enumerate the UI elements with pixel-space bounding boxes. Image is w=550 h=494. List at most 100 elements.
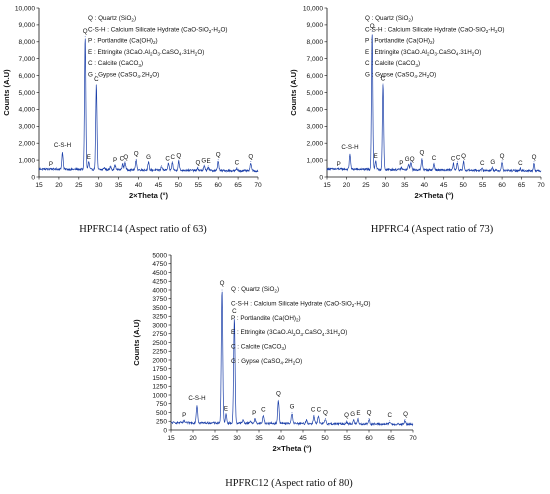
peak-label: Q — [532, 154, 537, 161]
peak-label: G — [490, 159, 495, 166]
peak-point — [349, 153, 351, 155]
y-tick-label: 3750 — [152, 296, 167, 303]
y-tick-label: 7,000 — [306, 56, 323, 63]
y-tick-label: 4250 — [152, 279, 167, 286]
y-tick-label: 500 — [156, 410, 167, 417]
legend-entry: P : Portlandite (Ca(OH)2​) — [365, 38, 435, 46]
peak-label: P — [399, 160, 403, 167]
y-tick-label: 3,000 — [306, 124, 323, 131]
peak-point — [318, 415, 319, 417]
x-tick-label: 55 — [479, 182, 487, 189]
legend-entry: Q : Quartz (SiO2​) — [365, 15, 413, 23]
peak-point — [325, 418, 326, 419]
peak-label: E — [356, 410, 360, 417]
peak-point — [501, 160, 503, 162]
y-tick-label: 2,000 — [306, 141, 323, 148]
peak-label: Q — [123, 154, 128, 161]
x-tick-label: 40 — [277, 435, 285, 442]
peak-label: E — [224, 406, 228, 413]
x-tick-label: 20 — [189, 435, 197, 442]
x-tick-label: 30 — [95, 182, 103, 189]
peak-label: C — [120, 156, 125, 163]
peak-point — [371, 31, 373, 33]
xrd-trace-line — [38, 38, 259, 173]
peak-point — [410, 161, 412, 163]
legend-entry: C-S-H : Calcium Silicate Hydrate (CaO-Si… — [365, 26, 505, 34]
peak-point — [197, 167, 199, 168]
y-axis-label: Counts (A.U) — [2, 69, 11, 116]
x-tick-label: 50 — [460, 182, 468, 189]
y-tick-label: 4,000 — [18, 107, 35, 114]
peak-point — [306, 419, 307, 420]
y-tick-label: 3000 — [152, 322, 167, 329]
legend-entry: G : Gypse (CaSO4​.2H2​O) — [231, 358, 302, 366]
peak-point — [357, 418, 359, 419]
peak-point — [346, 420, 347, 422]
peak-point — [404, 419, 406, 420]
peak-point — [110, 165, 112, 167]
peak-label: C-S-H — [341, 144, 358, 151]
peak-point — [168, 162, 169, 164]
peak-point — [217, 159, 219, 161]
peak-point — [254, 418, 256, 420]
peak-label: E — [87, 154, 91, 161]
xrd-trace-line — [170, 291, 414, 427]
y-tick-label: 1500 — [152, 375, 167, 382]
peak-label: G — [146, 154, 151, 161]
peak-point — [250, 161, 252, 162]
peak-label: P — [182, 412, 186, 419]
y-tick-label: 0 — [31, 174, 35, 181]
peak-label: C — [261, 407, 266, 414]
peak-label: Q — [367, 410, 372, 417]
peak-label: Q — [344, 412, 349, 419]
x-tick-label: 15 — [323, 182, 331, 189]
peak-point — [263, 414, 264, 416]
x-tick-label: 20 — [55, 182, 63, 189]
peak-point — [491, 166, 493, 168]
y-tick-label: 3250 — [152, 314, 167, 321]
y-tick-label: 9,000 — [18, 22, 35, 29]
y-tick-label: 8,000 — [18, 39, 35, 46]
legend-entry: G : Gypse (CaSO4​.2H2​O) — [365, 72, 436, 80]
peak-label: G — [405, 156, 410, 163]
x-tick-label: 50 — [321, 435, 329, 442]
peak-point — [433, 162, 435, 164]
y-tick-label: 0 — [319, 174, 323, 181]
x-tick-label: 20 — [343, 182, 351, 189]
peak-label: C — [387, 412, 392, 419]
peak-point — [481, 167, 483, 169]
x-tick-label: 70 — [409, 435, 417, 442]
x-tick-label: 35 — [115, 182, 123, 189]
peak-point — [400, 167, 402, 168]
peak-label: C-S-H — [188, 395, 205, 402]
peak-point — [171, 161, 173, 163]
peak-point — [382, 83, 384, 85]
peak-label: C — [451, 155, 456, 162]
peak-point — [463, 160, 464, 162]
x-tick-label: 65 — [518, 182, 526, 189]
peak-point — [161, 165, 163, 166]
x-tick-label: 15 — [167, 435, 175, 442]
peak-label: Q — [370, 23, 375, 30]
legend-entry: C : Calcite (CaCO3​) — [88, 60, 143, 68]
peak-point — [124, 161, 126, 163]
peak-label: Q — [403, 411, 408, 418]
x-tick-label: 40 — [135, 182, 143, 189]
peak-label: C — [480, 160, 485, 167]
x-tick-label: 65 — [387, 435, 395, 442]
peak-label: P — [252, 410, 256, 417]
legend-entry: C-S-H : Calcium Silicate Hydrate (CaO-Si… — [231, 300, 371, 308]
peak-label: E — [207, 158, 211, 165]
legend-entry: C-S-H : Calcium Silicate Hydrate (CaO-Si… — [88, 26, 228, 34]
y-tick-label: 5000 — [152, 252, 167, 259]
x-tick-label: 45 — [155, 182, 163, 189]
peak-point — [338, 168, 340, 170]
legend-entry: C : Calcite (CaCO3​) — [365, 60, 420, 68]
peak-label: C — [456, 154, 461, 161]
peak-point — [421, 158, 423, 159]
peak-label: Q — [216, 152, 221, 159]
peak-point — [368, 418, 370, 419]
legend-entry: G : Gypse (CaSO4​.2H2​O) — [88, 72, 159, 80]
legend-entry: E : Ettringite (3CaO.Al2​O3​.CaSO4​.31H2… — [365, 49, 481, 57]
peak-point — [519, 167, 521, 168]
